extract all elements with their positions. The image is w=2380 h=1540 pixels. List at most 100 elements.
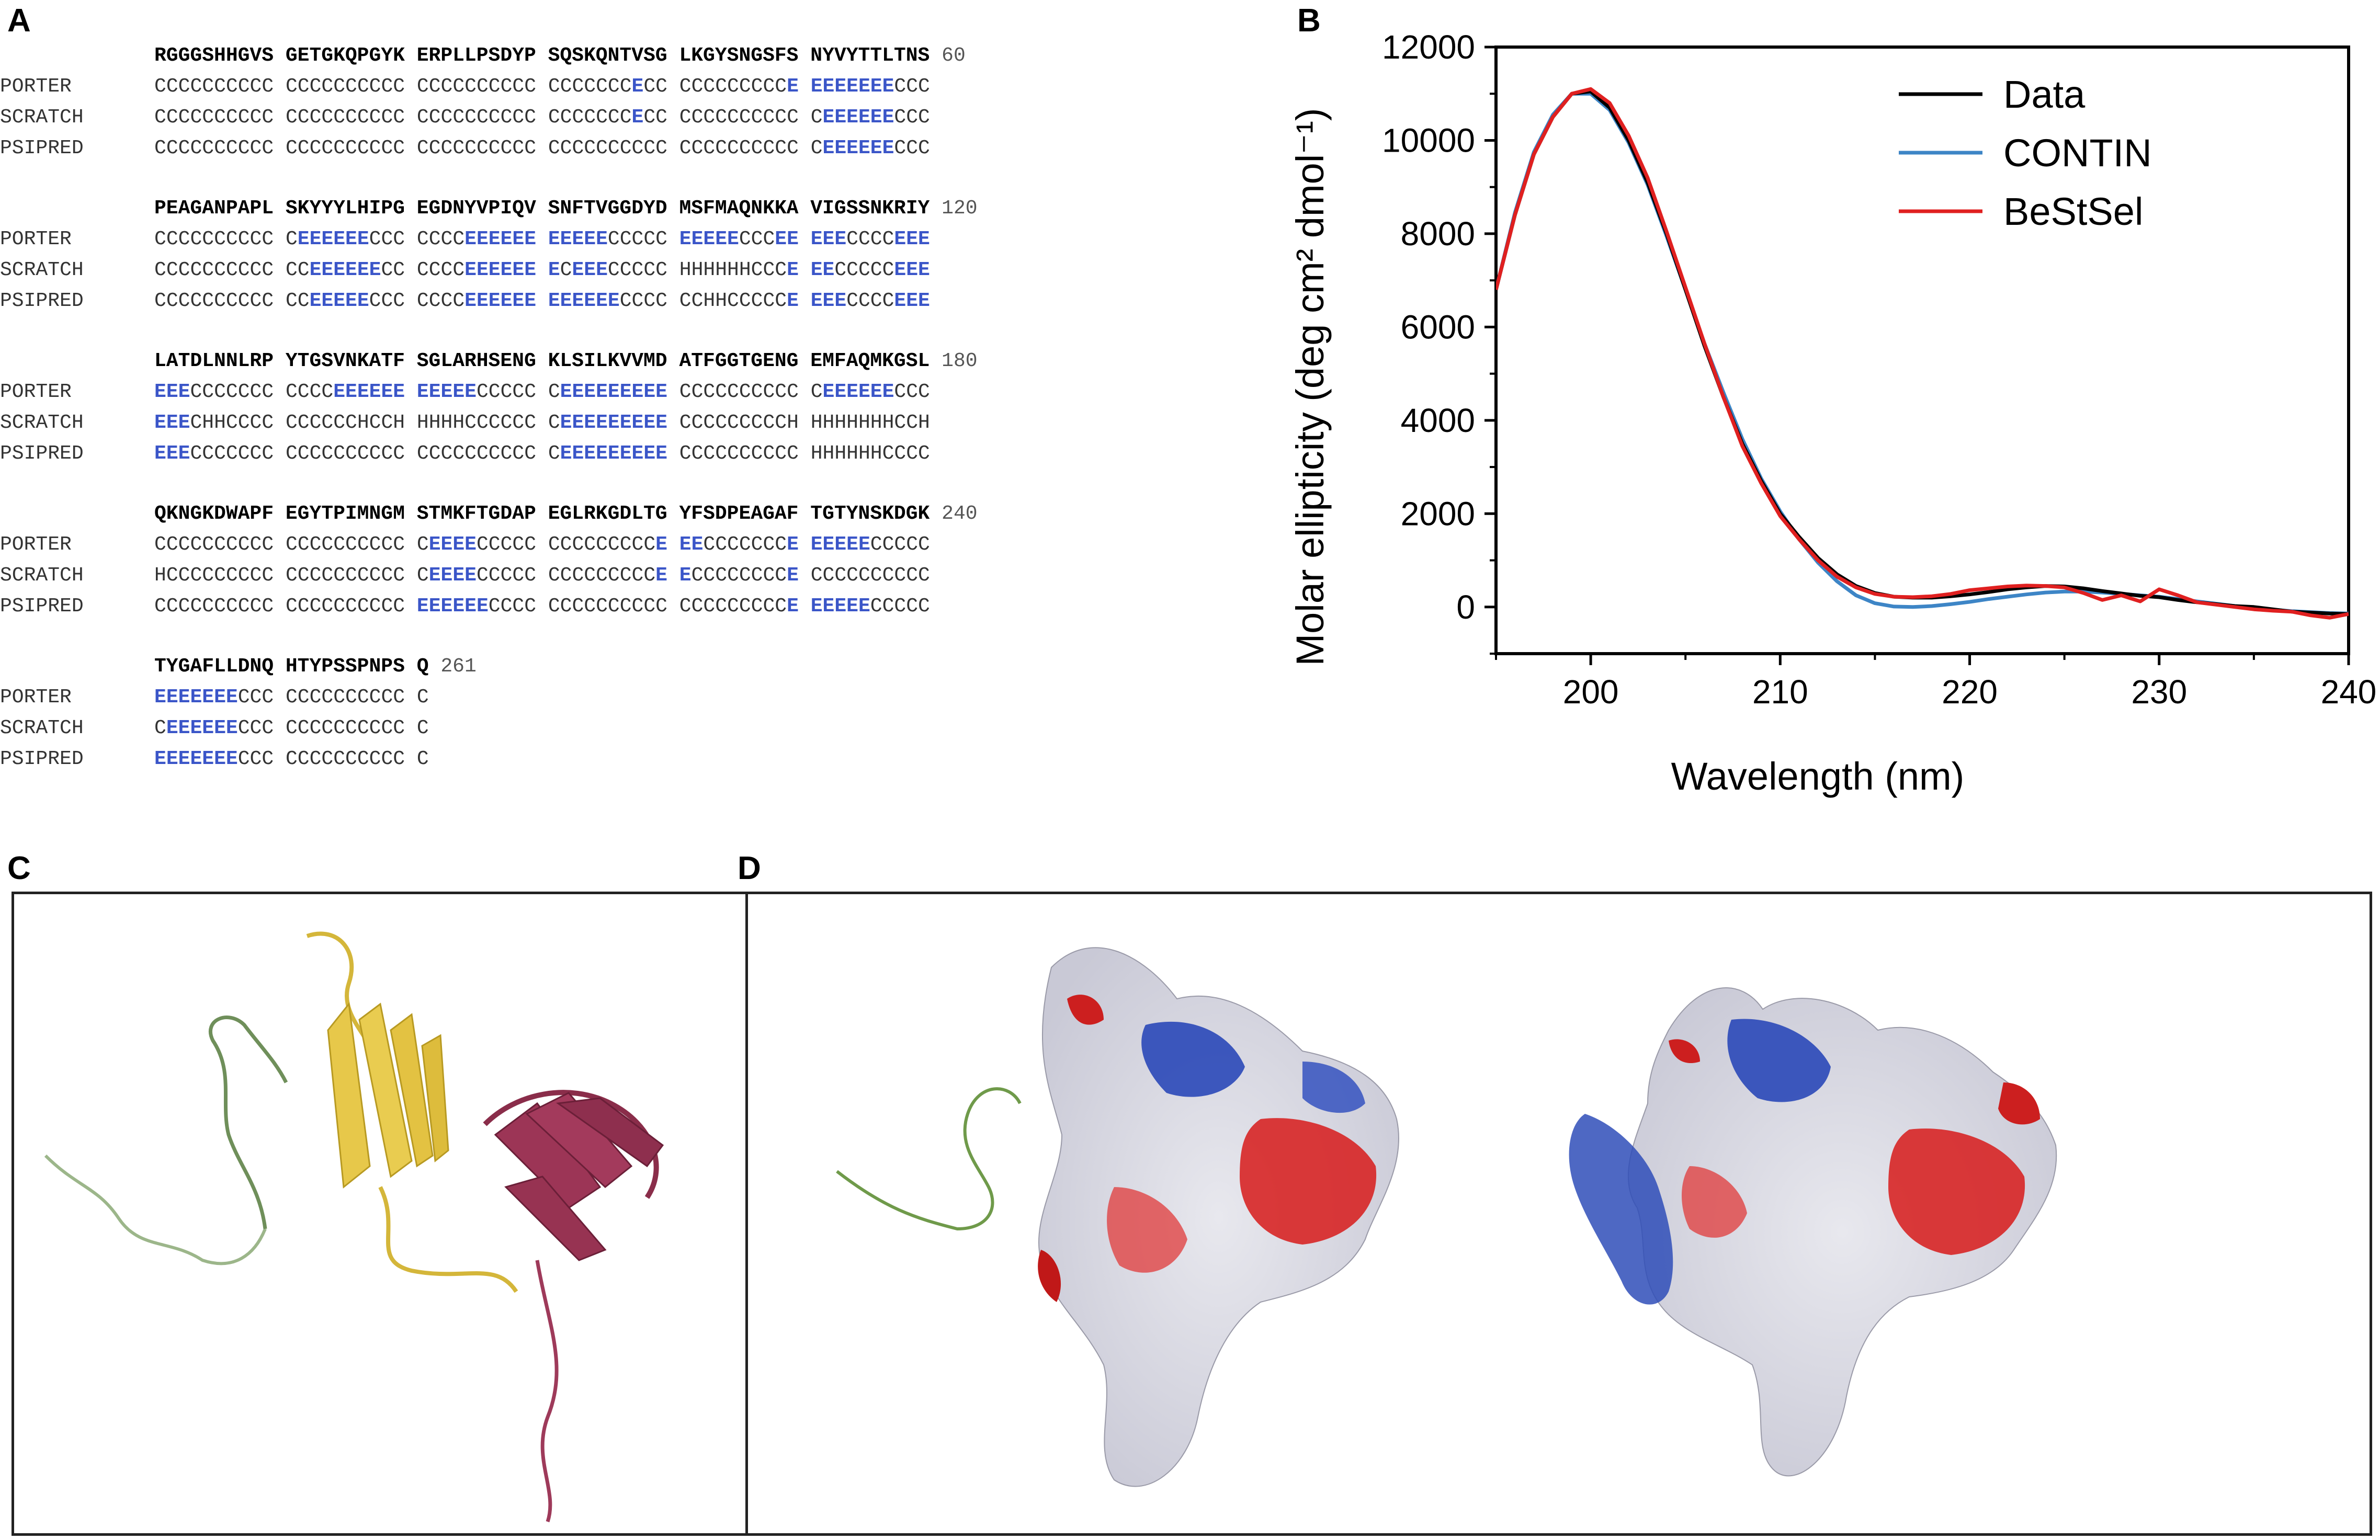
- y-tick-label: 6000: [1401, 308, 1475, 346]
- prediction-segment: CCCCCCCCCC: [285, 748, 405, 770]
- residue-number: 261: [440, 655, 477, 678]
- prediction-segment: CEEEECCCCC: [416, 564, 536, 587]
- prediction-segment: CEEEECCCCC: [416, 533, 536, 556]
- prediction-segment: CCCCCCCCCC: [679, 106, 799, 129]
- panel-label-a: A: [7, 3, 31, 39]
- x-tick-label: 240: [2321, 673, 2377, 711]
- sequence-segment: LATDLNNLRP: [154, 350, 274, 372]
- sequence-segment: YTGSVNKATF: [285, 350, 405, 372]
- plot-frame: [1494, 45, 2350, 655]
- method-label: SCRATCH: [0, 412, 84, 434]
- sequence-segment: EGLRKGDLTG: [548, 503, 667, 525]
- prediction-segment: CCCCCCCCCH: [679, 412, 799, 434]
- prediction-segment: CCCCCCCCCC: [285, 442, 405, 465]
- sequence-segment: KLSILKVVMD: [548, 350, 667, 372]
- prediction-segment: EEEEEEECCC: [154, 748, 274, 770]
- x-axis-label: Wavelength (nm): [1671, 755, 1965, 798]
- prediction-segment: EECCCCCCCE: [679, 533, 799, 556]
- prediction-segment: CEEEEEECCC: [810, 106, 930, 129]
- prediction-segment: CCCCCCCCCC: [416, 106, 536, 129]
- legend-label: Data: [2003, 73, 2086, 116]
- x-tick-label: 230: [2131, 673, 2187, 711]
- prediction-segment: CCCCCCCCCE: [548, 533, 667, 556]
- prediction-segment: CCEEEEEECC: [285, 259, 405, 281]
- method-label: PORTER: [0, 381, 72, 403]
- sequence-segment: ATFGGTGENG: [679, 350, 799, 372]
- prediction-segment: CCCCEEEEEE: [285, 381, 405, 403]
- prediction-segment: CCHHCCCCCE: [679, 290, 799, 312]
- sequence-segment: RGGGSHHGVS: [154, 44, 274, 67]
- prediction-segment: CEEEEEECCC: [810, 381, 930, 403]
- y-tick-label: 10000: [1382, 121, 1475, 159]
- prediction-segment: EECCCCCEEE: [810, 259, 930, 281]
- sequence-segment: EGYTPIMNGM: [285, 503, 405, 525]
- prediction-segment: HHHHHHHCCH: [810, 412, 930, 434]
- prediction-segment: EEEEEEECCC: [154, 686, 274, 709]
- prediction-segment: EEECCCCEEE: [810, 290, 930, 312]
- prediction-segment: CCCCCCCCCC: [154, 533, 274, 556]
- prediction-segment: CCCCCCCCCC: [285, 533, 405, 556]
- sequence-segment: GETGKQPGYK: [285, 44, 405, 67]
- method-label: SCRATCH: [0, 106, 84, 129]
- prediction-segment: CEEEEEECCC: [810, 137, 930, 159]
- ribbon-structure-image: [44, 931, 664, 1523]
- prediction-segment: CCCCCCCCCC: [416, 75, 536, 98]
- sequence-segment: YFSDPEAGAF: [679, 503, 799, 525]
- method-label: PORTER: [0, 533, 72, 556]
- prediction-segment: C: [416, 748, 429, 770]
- prediction-segment: CCCCCCCECC: [548, 106, 667, 129]
- sequence-segment: NYVYTTLTNS: [810, 44, 930, 67]
- sequence-segment: EGDNYVPIQV: [416, 197, 536, 220]
- prediction-segment: CEEEEEECCC: [154, 717, 274, 739]
- sequence-segment: EMFAQMKGSL: [810, 350, 930, 372]
- sequence-segment: STMKFTGDAP: [416, 503, 536, 525]
- sequence-segment: HTYPSSPNPS: [285, 655, 405, 678]
- prediction-segment: CCCCCCCCCC: [154, 595, 274, 618]
- prediction-segment: EEECCCCEEE: [810, 228, 930, 250]
- prediction-segment: C: [416, 686, 429, 709]
- y-tick-label: 0: [1456, 588, 1475, 626]
- sequence-segment: TYGAFLLDNQ: [154, 655, 274, 678]
- prediction-segment: CCCCCCCECC: [548, 75, 667, 98]
- sequence-segment: SQSKQNTVSG: [548, 44, 667, 67]
- prediction-segment: EEEEECCCCC: [810, 533, 930, 556]
- y-axis-label: Molar ellipticity (deg cm² dmol⁻¹): [1288, 108, 1332, 666]
- prediction-segment: EEEEEEECCC: [810, 75, 930, 98]
- residue-number: 240: [942, 503, 978, 525]
- prediction-segment: CCCCCCCCCE: [548, 564, 667, 587]
- sequence-segment: LKGYSNGSFS: [679, 44, 799, 67]
- electrostatic-surface-frame: [745, 892, 2372, 1536]
- residue-number: 180: [942, 350, 978, 372]
- prediction-segment: CEEEEEEEEE: [548, 381, 667, 403]
- prediction-segment: CCCCCCCCCC: [285, 686, 405, 709]
- residue-number: 60: [942, 44, 966, 67]
- sequence-segment: PEAGANPAPL: [154, 197, 274, 220]
- prediction-segment: CCCCCCCCCC: [285, 137, 405, 159]
- method-label: PSIPRED: [0, 442, 84, 465]
- prediction-segment: CCCCEEEEEE: [416, 228, 536, 250]
- prediction-segment: CCCCCCCCCC: [416, 442, 536, 465]
- y-tick-label: 2000: [1401, 495, 1475, 532]
- prediction-segment: CCCCCCCCCC: [154, 290, 274, 312]
- prediction-segment: EEEEEECCCC: [548, 290, 667, 312]
- method-label: PORTER: [0, 75, 72, 98]
- method-label: PSIPRED: [0, 137, 84, 159]
- legend-label: CONTIN: [2003, 131, 2152, 175]
- prediction-segment: HHHHHHCCCE: [679, 259, 799, 281]
- prediction-segment: CEEEEEEEEE: [548, 442, 667, 465]
- prediction-segment: EEECCCCCCC: [154, 442, 274, 465]
- sequence-segment: VIGSSNKRIY: [810, 197, 930, 220]
- sequence-segment: Q: [416, 655, 429, 678]
- electrostatic-surface-image: [836, 947, 2057, 1487]
- prediction-segment: CCCCCCHCCH: [285, 412, 405, 434]
- x-tick-label: 210: [1752, 673, 1808, 711]
- secondary-structure-alignment: RGGGSHHGVS GETGKQPGYK ERPLLPSDYP SQSKQNT…: [0, 31, 1255, 790]
- panel-label-b: B: [1297, 3, 1321, 39]
- prediction-segment: CCCCCCCCCC: [285, 564, 405, 587]
- prediction-segment: CCCCCCCCCE: [679, 75, 799, 98]
- x-tick-label: 220: [1942, 673, 1998, 711]
- prediction-segment: ECEEECCCCC: [548, 259, 667, 281]
- prediction-segment: EEEEECCCCC: [548, 228, 667, 250]
- ribbon-structure-frame: [12, 892, 748, 1536]
- sequence-segment: MSFMAQNKKA: [679, 197, 799, 220]
